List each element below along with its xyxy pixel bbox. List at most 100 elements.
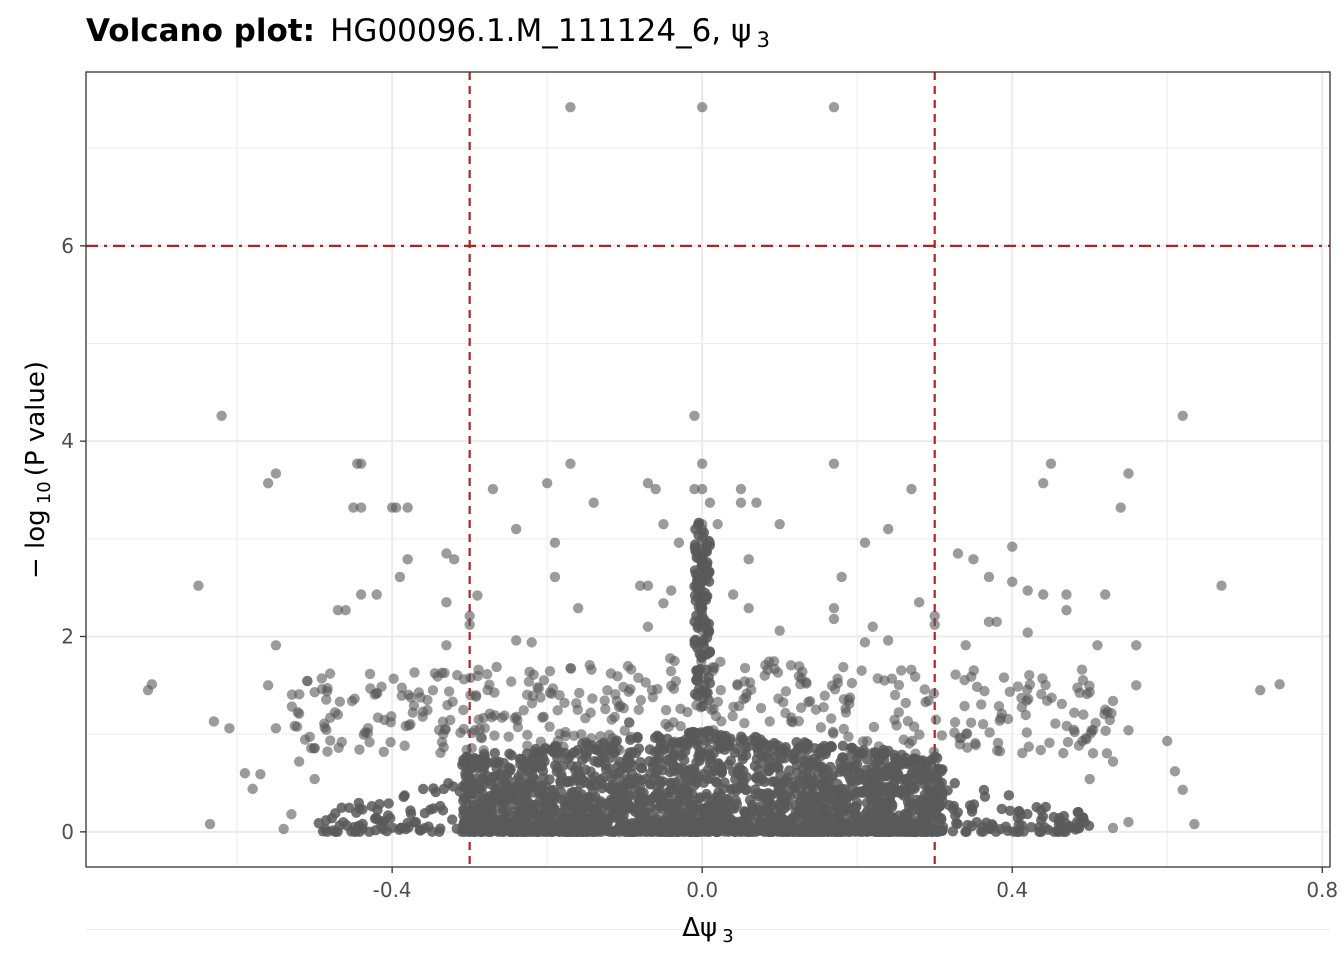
chart-title-subscript: 3 bbox=[757, 28, 770, 52]
data-point bbox=[929, 619, 940, 630]
data-point bbox=[775, 798, 787, 810]
data-point bbox=[316, 673, 327, 684]
data-point bbox=[1123, 816, 1134, 828]
data-point bbox=[1018, 826, 1029, 837]
data-point bbox=[640, 677, 651, 688]
data-point bbox=[599, 695, 610, 706]
data-point bbox=[491, 661, 502, 673]
data-point bbox=[566, 776, 577, 787]
data-point bbox=[714, 764, 725, 776]
data-point bbox=[673, 786, 684, 797]
data-point bbox=[1100, 725, 1111, 737]
data-point bbox=[422, 694, 433, 706]
data-point bbox=[589, 755, 600, 767]
data-point bbox=[952, 548, 964, 559]
data-point bbox=[550, 760, 561, 771]
data-point bbox=[544, 665, 556, 677]
data-point bbox=[891, 720, 902, 731]
data-point bbox=[474, 723, 486, 735]
x-tick-label: 0.4 bbox=[996, 878, 1028, 902]
data-point bbox=[689, 780, 700, 791]
data-point bbox=[427, 685, 439, 696]
data-point bbox=[893, 707, 904, 718]
data-point bbox=[448, 554, 460, 565]
data-point bbox=[461, 810, 472, 822]
data-point bbox=[635, 824, 647, 835]
data-point bbox=[623, 686, 634, 697]
data-point bbox=[721, 793, 732, 805]
data-point bbox=[352, 458, 363, 469]
data-point bbox=[464, 619, 475, 630]
data-point bbox=[565, 662, 576, 674]
data-point bbox=[466, 727, 478, 739]
data-point bbox=[727, 710, 738, 722]
data-point bbox=[663, 826, 674, 837]
data-point bbox=[1084, 773, 1095, 785]
data-point bbox=[582, 822, 594, 833]
data-point bbox=[1069, 707, 1080, 718]
data-point bbox=[977, 718, 989, 730]
data-point bbox=[744, 794, 756, 806]
data-point bbox=[571, 698, 582, 709]
data-point bbox=[438, 783, 450, 795]
data-point bbox=[407, 707, 418, 718]
data-point bbox=[465, 690, 476, 701]
data-point bbox=[510, 635, 522, 646]
data-point bbox=[868, 721, 880, 733]
data-point bbox=[807, 762, 818, 773]
data-point bbox=[828, 602, 840, 614]
data-point bbox=[949, 778, 960, 789]
data-point bbox=[524, 666, 535, 678]
data-point bbox=[538, 675, 550, 686]
data-point bbox=[825, 761, 836, 773]
data-point bbox=[539, 798, 550, 809]
data-point bbox=[794, 796, 806, 807]
data-point bbox=[262, 477, 274, 489]
data-point bbox=[1162, 735, 1173, 747]
data-point bbox=[348, 502, 359, 513]
data-point bbox=[428, 783, 439, 794]
data-point bbox=[501, 805, 512, 817]
data-point bbox=[796, 749, 807, 760]
data-point bbox=[1078, 709, 1089, 720]
data-point bbox=[952, 807, 963, 818]
data-point bbox=[804, 695, 816, 707]
data-point bbox=[286, 809, 297, 820]
data-point bbox=[966, 806, 978, 817]
data-point bbox=[1038, 477, 1049, 489]
data-point bbox=[1050, 718, 1061, 729]
data-point bbox=[568, 730, 580, 742]
data-point bbox=[694, 663, 706, 675]
data-point bbox=[722, 739, 734, 750]
data-point bbox=[544, 687, 556, 698]
data-point bbox=[291, 721, 303, 732]
data-point bbox=[466, 742, 477, 754]
x-axis-title-subscript: 3 bbox=[722, 926, 733, 947]
data-point bbox=[906, 483, 917, 495]
data-point bbox=[1072, 822, 1083, 834]
data-point bbox=[902, 715, 914, 727]
data-point bbox=[494, 770, 506, 781]
data-point bbox=[994, 746, 1006, 757]
data-point bbox=[538, 772, 549, 783]
data-point bbox=[422, 704, 433, 716]
data-point bbox=[526, 778, 537, 790]
data-point bbox=[536, 761, 547, 772]
data-point bbox=[395, 822, 407, 834]
data-point bbox=[476, 773, 488, 784]
data-point bbox=[610, 825, 621, 836]
data-point bbox=[409, 667, 420, 678]
data-point bbox=[364, 736, 375, 748]
data-point bbox=[947, 826, 959, 837]
data-point bbox=[788, 826, 799, 838]
data-point bbox=[970, 739, 981, 751]
data-point bbox=[743, 554, 754, 565]
data-point bbox=[652, 731, 664, 742]
data-point bbox=[357, 818, 368, 830]
data-point bbox=[362, 727, 374, 739]
data-point bbox=[819, 690, 830, 701]
data-point bbox=[696, 547, 708, 558]
data-point bbox=[548, 803, 559, 815]
data-point bbox=[696, 101, 708, 113]
data-point bbox=[555, 778, 567, 789]
